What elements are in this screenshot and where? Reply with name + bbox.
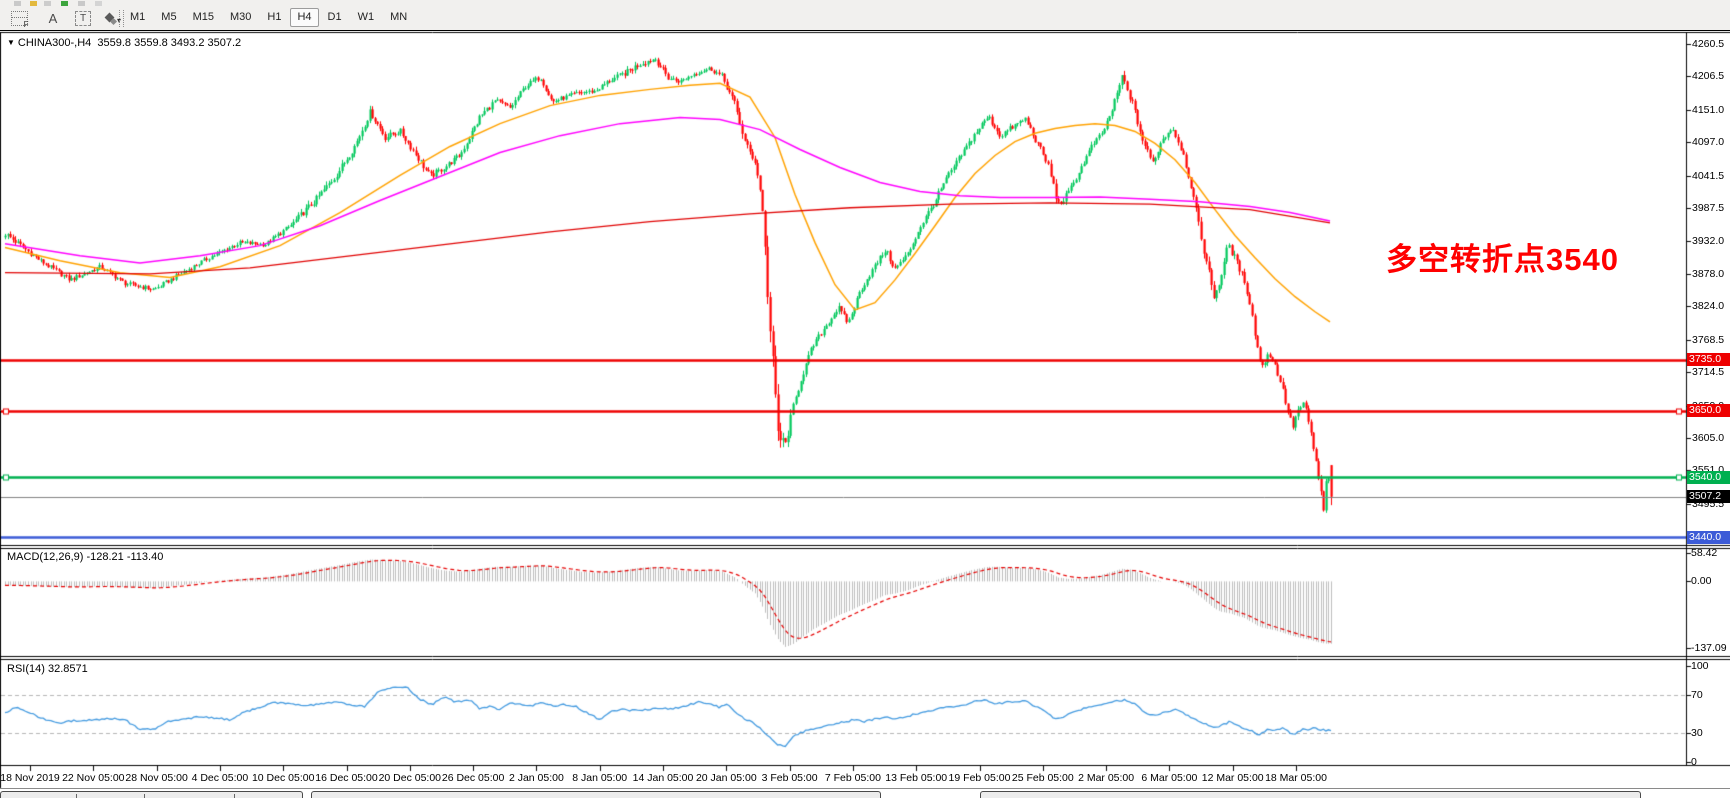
timeframe-button-w1[interactable]: W1 — [357, 11, 375, 23]
timeframe-button-m5[interactable]: M5 — [161, 11, 177, 23]
time-axis-label: 19 Feb 05:00 — [948, 772, 1011, 784]
taskbar-button[interactable] — [311, 791, 881, 798]
time-axis-label: 12 Mar 05:00 — [1201, 772, 1264, 784]
time-axis-label: 2 Jan 05:00 — [508, 772, 564, 784]
taskbar-mark — [144, 794, 145, 798]
time-axis-label: 10 Dec 05:00 — [251, 772, 315, 784]
taskbar-button[interactable] — [0, 791, 303, 798]
price-axis-tick: 3714.5 — [1692, 366, 1725, 379]
label-icon: T — [75, 11, 91, 26]
clipped-icon — [95, 1, 102, 6]
time-axis-label: 14 Jan 05:00 — [632, 772, 694, 784]
bid-price-badge: 3507.2 — [1687, 490, 1730, 504]
line-studies-toolbar: F A T ▾ M1 M5 M15 M30 H1 H4 D1 W1 MN — [0, 7, 1730, 31]
timeframe-button-mn[interactable]: MN — [390, 11, 408, 23]
time-axis-label: 25 Feb 05:00 — [1011, 772, 1074, 784]
level-price-badge: 3540.0 — [1687, 470, 1730, 484]
time-axis-label: 13 Feb 05:00 — [885, 772, 948, 784]
price-axis-tick: 3878.0 — [1692, 267, 1725, 280]
rsi-label: RSI(14) 32.8571 — [7, 663, 88, 675]
time-axis-label: 18 Mar 05:00 — [1265, 772, 1327, 784]
window-bottom-line — [0, 788, 1730, 789]
price-axis-tick: 4206.5 — [1692, 70, 1725, 83]
toolbar: F A T ▾ M1 M5 M15 M30 H1 H4 D1 W1 MN — [0, 0, 1730, 31]
clipped-icon — [30, 1, 37, 6]
time-axis-label: 28 Nov 05:00 — [125, 772, 188, 784]
ohlc-values: 3559.8 3559.8 3493.2 3507.2 — [97, 37, 242, 49]
timeframe-button-h4[interactable]: H4 — [290, 8, 319, 27]
timeframe-button-d1[interactable]: D1 — [327, 11, 342, 23]
macd-axis-tick: -137.09 — [1691, 642, 1727, 655]
text-tool-button[interactable]: A — [42, 8, 64, 28]
time-axis-label: 8 Jan 05:00 — [572, 772, 628, 784]
time-axis-label: 20 Jan 05:00 — [695, 772, 757, 784]
chart-title[interactable]: ▼ CHINA300-,H4 3559.8 3559.8 3493.2 3507.… — [7, 37, 241, 49]
fibonacci-icon: F — [10, 11, 29, 29]
clipped-icon — [61, 1, 68, 6]
timeframe-button-h1[interactable]: H1 — [267, 11, 282, 23]
price-axis-tick: 4151.0 — [1692, 103, 1725, 116]
timeframe-toolbar: M1 M5 M15 M30 H1 H4 D1 W1 MN — [122, 7, 415, 29]
macd-axis-tick: 58.42 — [1691, 547, 1718, 559]
time-axis-label: 20 Dec 05:00 — [378, 772, 442, 784]
symbol-period: CHINA300-,H4 — [17, 37, 92, 49]
pane-separator[interactable] — [0, 654, 1730, 660]
price-axis-tick: 4260.5 — [1692, 38, 1725, 50]
pane-separator[interactable] — [0, 543, 1730, 549]
clipped-icon — [78, 1, 85, 6]
timeframe-button-m30[interactable]: M30 — [229, 11, 252, 23]
time-axis-label: 7 Feb 05:00 — [824, 772, 881, 784]
taskbar-mark — [234, 794, 235, 798]
taskbar-mark — [76, 794, 77, 798]
macd-label: MACD(12,26,9) -128.21 -113.40 — [7, 551, 164, 563]
time-axis-label: 2 Mar 05:00 — [1078, 772, 1135, 784]
clipped-icon — [44, 1, 51, 6]
chart-text-annotation[interactable]: 多空转折点3540 — [1386, 242, 1619, 277]
time-axis-label: 18 Nov 2019 — [0, 772, 60, 784]
price-axis-tick: 3824.0 — [1692, 300, 1725, 313]
macd-axis-tick: 0.00 — [1691, 575, 1712, 588]
taskbar-button[interactable] — [980, 791, 1641, 798]
price-axis-tick: 4097.0 — [1692, 136, 1725, 149]
fibonacci-tool-button[interactable]: F — [8, 8, 30, 29]
level-price-badge: 3735.0 — [1687, 353, 1730, 367]
timeframe-button-m1[interactable]: M1 — [130, 11, 146, 23]
price-axis-tick: 3932.0 — [1692, 235, 1725, 248]
rsi-axis-tick: 30 — [1691, 727, 1703, 740]
time-axis-label: 4 Dec 05:00 — [191, 772, 249, 784]
time-axis-label: 16 Dec 05:00 — [315, 772, 378, 784]
price-axis-tick: 4041.5 — [1692, 169, 1725, 182]
level-price-badge: 3440.0 — [1687, 530, 1730, 544]
price-axis-tick: 3605.0 — [1692, 431, 1725, 444]
toolbar-grip[interactable] — [119, 10, 124, 27]
level-price-badge: 3650.0 — [1687, 404, 1730, 418]
time-axis-label: 3 Feb 05:00 — [761, 772, 818, 784]
label-tool-button[interactable]: T — [72, 8, 94, 28]
time-axis-label: 26 Dec 05:00 — [441, 772, 505, 784]
text-icon: A — [48, 11, 58, 26]
price-axis-tick: 3768.5 — [1692, 333, 1725, 346]
dropdown-arrow-icon: ▼ — [7, 38, 15, 47]
time-axis-label: 22 Nov 05:00 — [62, 772, 125, 784]
price-axis-tick: 3987.5 — [1692, 202, 1725, 215]
rsi-axis-tick: 100 — [1691, 660, 1709, 672]
rsi-axis-tick: 0 — [1691, 756, 1697, 768]
time-axis-label: 6 Mar 05:00 — [1141, 772, 1198, 784]
rsi-axis-tick: 70 — [1691, 688, 1703, 701]
clipped-icon — [14, 1, 21, 6]
timeframe-button-m15[interactable]: M15 — [192, 11, 214, 23]
